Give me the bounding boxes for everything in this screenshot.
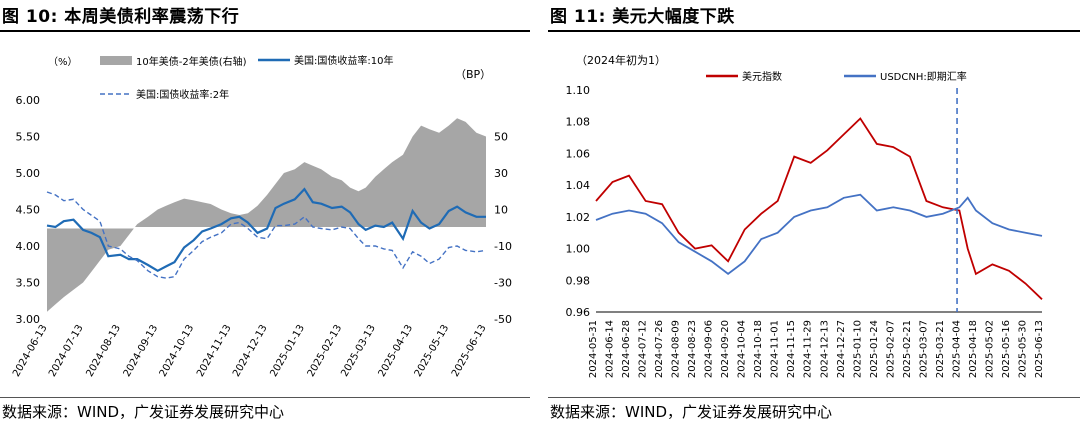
x-tick-label: 2025-02-13: [306, 323, 345, 379]
y-left-tick-label: 3.00: [16, 313, 41, 326]
y-tick-label: 1.06: [566, 147, 591, 160]
y-right-tick-label: 50: [494, 131, 508, 144]
figure-10-chart: 3.00 3.50 4.00 4.50 5.00 5.50 6.00 -50 -30 -10 10 3…: [11, 54, 512, 379]
x-tick-label: 2024-07-26: [654, 320, 665, 378]
x-tick-label: 2024-08-23: [687, 320, 698, 378]
x-tick-label: 2024-07-13: [47, 323, 86, 379]
figure-11-title: 图 11: 美元大幅度下跌: [550, 7, 735, 27]
x-tick-label: 2024-08-09: [671, 320, 682, 378]
x-tick-label: 2025-04-04: [951, 320, 962, 378]
x-tick-label: 2025-01-10: [852, 320, 863, 378]
x-tick-label: 2024-11-29: [803, 320, 814, 378]
y-left-unit: （%）: [48, 56, 78, 68]
x-tick-label: 2024-11-15: [786, 320, 797, 378]
y-right-tick-label: -10: [494, 240, 512, 253]
figure-11-chart: 0.96 0.98 1.00 1.02 1.04 1.06 1.08 1.10 （2024年初为…: [566, 53, 1046, 378]
legend-label-10y: 美国:国债收益率:10年: [294, 54, 393, 67]
x-tick-label: 2024-12-13: [819, 320, 830, 378]
x-tick-label: 2025-05-13: [413, 323, 452, 379]
x-tick-label: 2024-07-12: [638, 320, 649, 378]
legend-label-dxy: 美元指数: [742, 70, 782, 83]
x-tick-label: 2025-05-02: [984, 320, 995, 378]
y-left-tick-label: 5.00: [16, 167, 41, 180]
y-left-tick-label: 3.50: [16, 277, 41, 290]
figure-11-top-rule: [548, 30, 1080, 32]
x-tick-label: 2024-06-13: [11, 323, 50, 379]
y-tick-label: 0.96: [566, 306, 591, 319]
x-tick-label: 2024-09-13: [122, 323, 161, 379]
x-tick-label: 2025-04-13: [377, 323, 416, 379]
x-tick-label: 2024-06-28: [621, 320, 632, 378]
figure-11-bottom-rule: [548, 397, 1080, 398]
series-usdcnh-line: [595, 193, 1043, 276]
y-right-tick-label: 10: [494, 204, 508, 217]
y-left-tick-label: 6.00: [16, 94, 41, 107]
series-spread-area: [47, 118, 486, 312]
figure-10-bottom-rule: [0, 397, 530, 398]
y-tick-label: 0.98: [566, 274, 591, 287]
y-tick-label: 1.04: [566, 179, 591, 192]
x-tick-label: 2024-11-01: [770, 320, 781, 378]
y-left-tick-label: 5.50: [16, 131, 41, 144]
y-tick-label: 1.02: [566, 211, 591, 224]
x-tick-label: 2024-12-27: [836, 320, 847, 378]
series-2y-line: [46, 191, 487, 279]
x-tick-label: 2024-09-06: [704, 320, 715, 378]
y-right-unit: （BP）: [455, 68, 491, 81]
figure-10-source: 数据来源：WIND，广发证券发展研究中心: [2, 403, 285, 421]
x-tick-label: 2025-02-21: [902, 320, 913, 378]
x-tick-label: 2025-02-07: [885, 320, 896, 378]
x-tick-label: 2024-10-13: [158, 323, 197, 379]
x-tick-label: 2025-01-13: [268, 323, 307, 379]
y-right-tick-label: -50: [494, 313, 512, 326]
y-left-tick-label: 4.00: [16, 240, 41, 253]
figure-11-panel: 图 11: 美元大幅度下跌 0.96 0.98 1.00 1.02 1.04 1.06 1.…: [548, 0, 1080, 429]
x-tick-label: 2024-06-14: [605, 320, 616, 378]
figure-10-top-rule: [0, 30, 530, 32]
x-tick-label: 2025-05-16: [1001, 320, 1012, 378]
y-right-tick-label: -30: [494, 277, 512, 290]
x-tick-label: 2024-08-13: [84, 323, 123, 379]
x-tick-label: 2024-05-31: [588, 320, 599, 378]
x-tick-label: 2025-04-18: [968, 320, 979, 378]
legend-label-spread: 10年美债-2年美债(右轴): [136, 55, 247, 68]
x-tick-label: 2025-03-13: [339, 323, 378, 379]
x-tick-label: 2025-05-30: [1018, 320, 1029, 378]
y-left-tick-label: 4.50: [16, 204, 41, 217]
x-tick-label: 2025-01-24: [869, 320, 880, 378]
series-10y-line: [46, 187, 486, 273]
figure-11-source: 数据来源：WIND，广发证券发展研究中心: [550, 403, 833, 421]
x-tick-label: 2024-09-20: [720, 320, 731, 378]
x-tick-label: 2025-03-21: [935, 320, 946, 378]
series-dxy-line: [595, 117, 1043, 300]
y-unit: （2024年初为1）: [576, 53, 666, 67]
x-tick-label: 2024-11-13: [195, 323, 234, 379]
x-tick-label: 2024-12-13: [231, 323, 270, 379]
legend-label-2y: 美国:国债收益率:2年: [136, 88, 229, 101]
figure-10-title: 图 10: 本周美债利率震荡下行: [2, 7, 240, 27]
y-right-tick-label: 30: [494, 167, 508, 180]
figure-10-panel: 图 10: 本周美债利率震荡下行 3.00 3.50 4.00 4.50 5.00 5.5…: [0, 0, 530, 429]
x-tick-label: 2025-03-07: [918, 320, 929, 378]
x-tick-label: 2024-10-04: [737, 320, 748, 378]
y-tick-label: 1.08: [566, 116, 591, 129]
x-tick-label: 2025-06-13: [1034, 320, 1045, 378]
y-tick-label: 1.00: [566, 243, 591, 256]
legend-label-usdcnh: USDCNH:即期汇率: [880, 70, 967, 83]
legend-swatch-spread: [100, 56, 132, 65]
x-tick-label: 2024-10-18: [753, 320, 764, 378]
y-tick-label: 1.10: [566, 84, 591, 97]
x-tick-label: 2025-06-13: [450, 323, 489, 379]
